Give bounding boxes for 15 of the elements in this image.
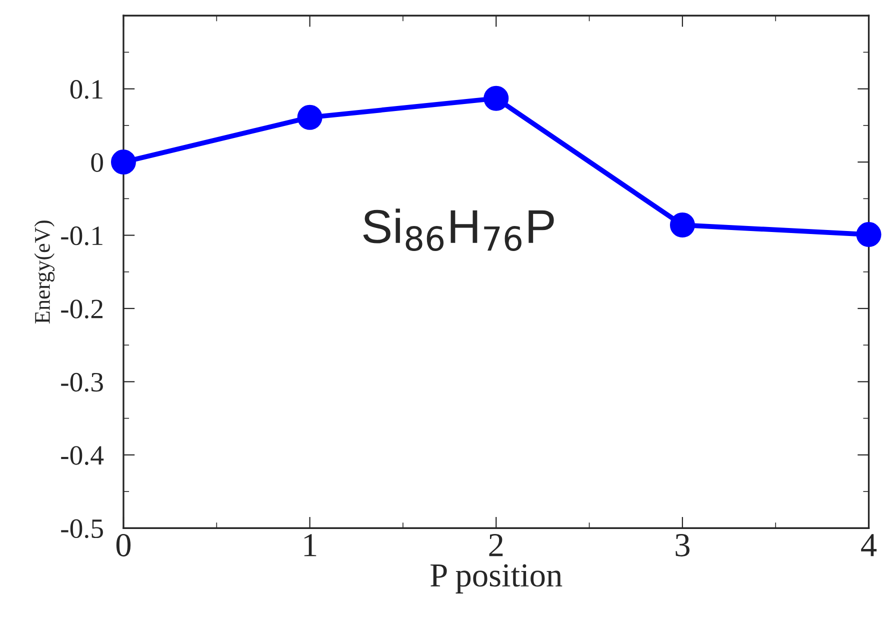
y-tick-label: -0.3: [61, 372, 103, 392]
y-tick-label: -0.5: [61, 519, 103, 538]
y-tick-label: -0.1: [61, 226, 102, 246]
annotation: Si$_{86}$H$_{76}$P: [363, 208, 554, 252]
x-tick-label: 4: [861, 534, 877, 556]
y-axis-title: Energy(eV): [34, 220, 55, 324]
x-tick-label: 2: [489, 534, 503, 556]
x-tick-label: 1: [304, 534, 316, 556]
x-tick-label: 3: [676, 534, 690, 556]
x-tick-label: 0: [116, 534, 131, 556]
y-tick-label: 0.1: [70, 80, 102, 99]
y-tick-label: -0.2: [61, 300, 103, 319]
y-tick-label: 0: [91, 153, 103, 172]
y-tick-label: -0.4: [61, 446, 104, 465]
x-axis-title: P position: [430, 564, 562, 594]
